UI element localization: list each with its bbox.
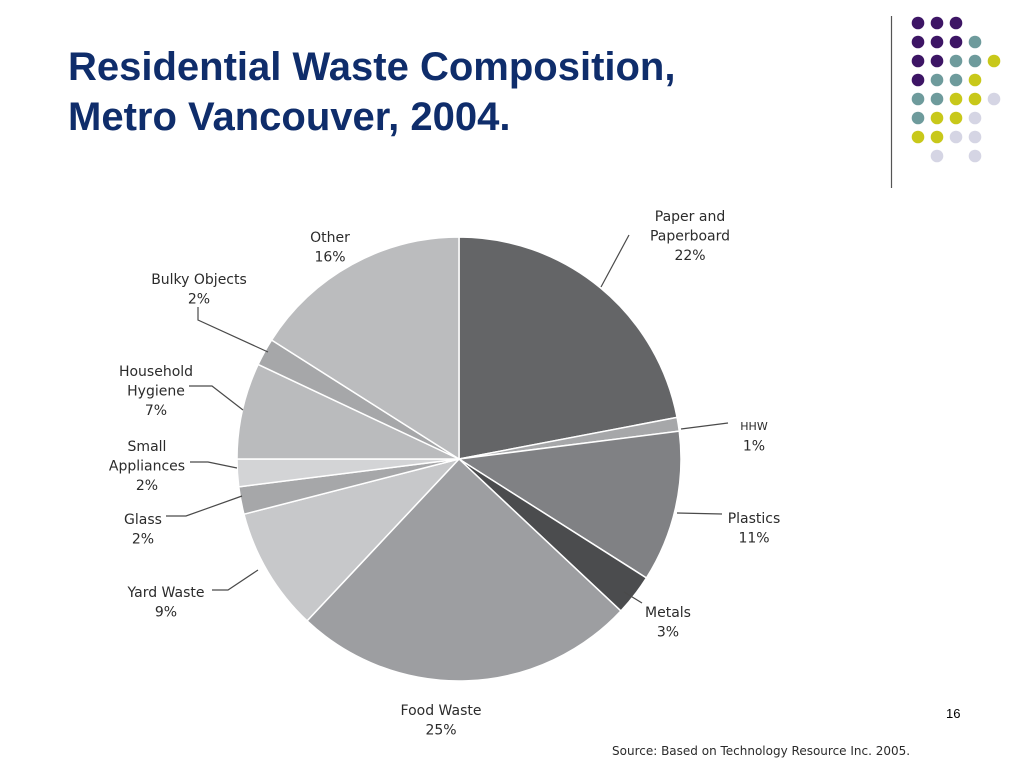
decorative-dot [930,130,944,144]
pie-slice-other [270,236,460,460]
slice-labels: Paper and Paperboard 22% HHW 1% Plastics 11% Me… [109,209,780,739]
slice-label-metals: Metals [645,605,691,621]
leader-line-yard [212,569,259,591]
slice-percent-food: 25% [425,723,456,739]
decorative-dot [930,73,944,87]
decorative-dot [911,54,925,68]
leader-line-household-hygiene [189,385,244,411]
slice-label-yard: Yard Waste [127,585,205,601]
decorative-dot [987,54,1001,68]
decorative-dot [949,35,963,49]
slice-percent-household-hygiene: 7% [145,403,167,419]
slice-label-small-appliances: Appliances [109,459,185,475]
decorative-dot [949,130,963,144]
slice-label-paper: Paper and [655,209,725,225]
slice-percent-other: 16% [314,250,345,266]
decorative-dot [949,111,963,125]
slice-percent-plastics: 11% [738,531,769,547]
decorative-dot [968,73,982,87]
leader-line-small-appliances [190,461,238,469]
leader-line-metals [623,591,643,604]
pie-slices [236,236,682,682]
slice-label-small-appliances: Small [128,439,167,455]
slice-percent-yard: 9% [155,605,177,621]
decorative-dot [987,92,1001,106]
decorative-dot [949,73,963,87]
decorative-dot [911,73,925,87]
slide-title-line-1: Residential Waste Composition, [68,45,676,89]
slice-label-household-hygiene: Household [119,364,193,380]
pie-slice-yard [243,458,460,622]
decorative-dot [968,149,982,163]
slide-title-line-2: Metro Vancouver, 2004. [68,95,511,139]
decorative-dot [911,92,925,106]
slice-label-glass: Glass [124,512,162,528]
pie-slice-food [306,458,622,682]
slice-label-bulky-objects: Bulky Objects [151,272,247,288]
leader-line-plastics [676,512,723,515]
decorative-dot [911,35,925,49]
decorative-dot [949,54,963,68]
leader-line-glass [166,495,243,517]
slice-label-hhw: HHW [740,420,768,433]
slice-percent-metals: 3% [657,625,679,641]
decorative-dot [930,149,944,163]
decorative-dot [911,16,925,30]
decorative-dot [968,54,982,68]
decorative-dot [968,35,982,49]
decorative-dot [930,54,944,68]
decorative-dot [911,130,925,144]
slide-title: Residential Waste Composition, Metro Van… [68,42,675,142]
decorative-dot [911,111,925,125]
slice-percent-paper: 22% [674,248,705,264]
decorative-dot [968,111,982,125]
slice-percent-hhw: 1% [743,439,765,455]
pie-slice-plastics [458,430,682,579]
decorative-dot [949,16,963,30]
source-note: Source: Based on Technology Resource Inc… [612,744,911,758]
decorative-dot [930,16,944,30]
slice-percent-glass: 2% [132,532,154,548]
decorative-dot [930,35,944,49]
slice-label-household-hygiene: Hygiene [127,384,185,400]
slice-label-paper: Paperboard [650,229,730,245]
decorative-dot [930,111,944,125]
slice-percent-small-appliances: 2% [136,478,158,494]
leader-line-hhw [680,422,729,430]
leader-lines [166,234,729,604]
decorative-dot [968,130,982,144]
decorative-dot-grid [890,16,1001,188]
slide-number: 16 [946,706,961,721]
slice-label-plastics: Plastics [728,511,781,527]
slice-percent-bulky-objects: 2% [188,292,210,308]
pie-slice-paper [458,236,678,460]
leader-line-bulky-objects [197,307,269,353]
decorative-dot [968,92,982,106]
slice-label-other: Other [310,230,350,246]
decorative-dot [949,92,963,106]
slice-label-food: Food Waste [401,703,482,719]
leader-line-paper [600,234,630,288]
decorative-dot [930,92,944,106]
